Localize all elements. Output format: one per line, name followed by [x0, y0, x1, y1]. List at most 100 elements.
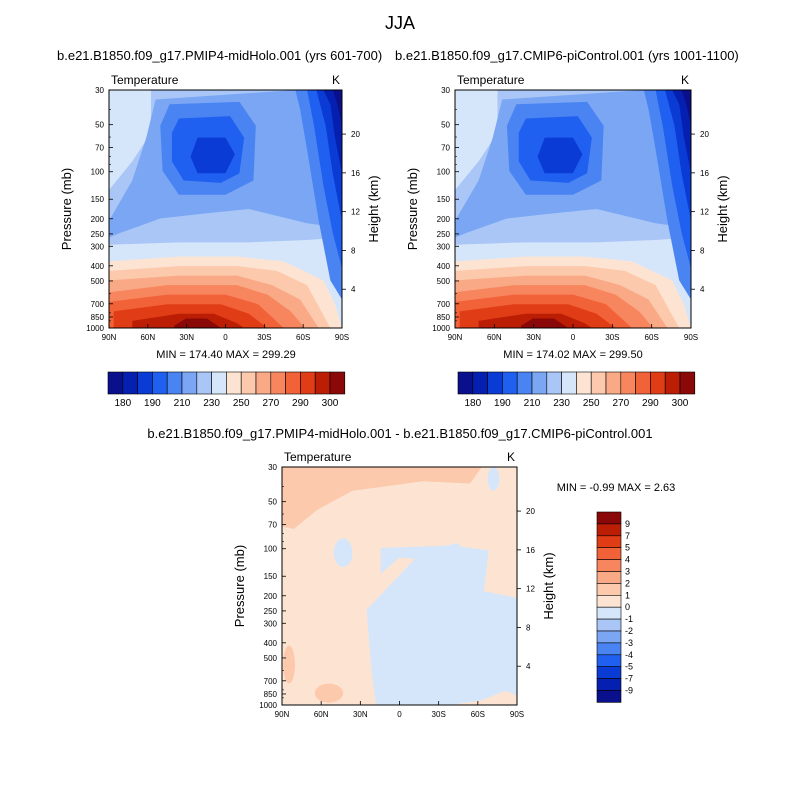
height-tick-label: 16: [351, 169, 360, 178]
y-tick-label: 250: [91, 230, 105, 239]
colorbar-swatch: [314, 371, 331, 395]
contour-band: [282, 467, 482, 529]
contour-band: [380, 545, 489, 591]
y-tick-label: 400: [264, 639, 278, 648]
contour-band: [314, 683, 344, 703]
y-tick-label: 1000: [86, 324, 104, 333]
variable-label: Temperature: [284, 450, 352, 464]
contour-band: [323, 90, 342, 174]
colorbar-swatch: [635, 371, 651, 395]
panel-1: 305070100150200250300400500700850100090N…: [59, 73, 381, 342]
y-tick-label: 30: [95, 86, 104, 95]
x-tick-label: 90S: [510, 710, 524, 719]
x-tick-label: 60N: [140, 333, 155, 342]
x-tick-label: 60N: [314, 710, 329, 719]
y-tick-label: 70: [441, 144, 450, 153]
colorbar-swatch: [596, 630, 622, 644]
colorbar-label: -4: [625, 650, 633, 660]
y-tick-label: 30: [268, 463, 277, 472]
contour-band: [333, 538, 353, 567]
x-tick-label: 90S: [335, 333, 349, 342]
y-tick-label: 50: [268, 498, 277, 507]
panel-3-stats: MIN = -0.99 MAX = 2.63: [557, 482, 676, 494]
colorbar-swatch: [137, 371, 153, 395]
colorbar-swatch: [181, 371, 198, 395]
height-tick-label: 4: [526, 662, 531, 671]
colorbar-swatch: [664, 371, 681, 395]
y-tick-label: 70: [268, 521, 277, 530]
y-tick-label: 500: [91, 277, 105, 286]
y-tick-label: 500: [437, 277, 451, 286]
colorbar-swatch: [285, 371, 301, 395]
colorbar-label: 290: [642, 398, 659, 409]
colorbar-swatch: [487, 371, 503, 395]
right-axis-label: Height (km): [366, 175, 381, 242]
colorbar-swatch: [240, 371, 257, 395]
y-tick-label: 70: [95, 144, 104, 153]
colorbar-label: 2: [625, 578, 630, 588]
y-tick-label: 300: [437, 242, 451, 251]
x-tick-label: 90N: [102, 333, 117, 342]
contour-band: [521, 318, 569, 328]
height-tick-label: 20: [700, 130, 709, 139]
colorbar-swatch: [596, 511, 622, 525]
colorbar-swatch: [329, 371, 346, 395]
x-tick-label: 30S: [432, 710, 446, 719]
colorbar-label: 5: [625, 543, 630, 553]
y-tick-label: 50: [95, 121, 104, 130]
y-tick-label: 150: [264, 572, 278, 581]
x-tick-label: 30N: [179, 333, 194, 342]
y-tick-label: 200: [91, 215, 105, 224]
colorbar-swatch: [270, 371, 286, 395]
colorbar-swatch: [255, 371, 272, 395]
y-tick-label: 250: [264, 607, 278, 616]
contour-field: [455, 90, 691, 328]
colorbar-swatch: [605, 371, 622, 395]
colorbar-swatch: [596, 583, 622, 596]
contour-band: [672, 90, 691, 174]
colorbar-swatch: [561, 371, 577, 395]
colorbar-swatch: [472, 371, 488, 395]
colorbar-label: 270: [262, 398, 279, 409]
colorbar-label: 180: [114, 398, 131, 409]
y-tick-label: 150: [437, 195, 451, 204]
y-tick-label: 250: [437, 230, 451, 239]
contour-band: [487, 467, 500, 491]
colorbar-swatch: [590, 371, 607, 395]
colorbar-swatch: [502, 371, 518, 395]
colorbar-label: 230: [553, 398, 570, 409]
contour-band: [283, 645, 295, 684]
figure-title: JJA: [384, 13, 415, 33]
contour-band: [681, 90, 691, 126]
x-tick-label: 0: [571, 333, 576, 342]
y-axis-label: Pressure (mb): [59, 168, 74, 250]
colorbar-swatch: [620, 371, 636, 395]
colorbar-swatch: [596, 559, 622, 572]
colorbar-2: 180 190 210 230 250 270 290 300: [457, 371, 696, 409]
contour-field: [109, 90, 342, 328]
height-tick-label: 12: [700, 208, 709, 217]
colorbar-swatch: [596, 666, 622, 679]
colorbar-swatch: [596, 606, 622, 620]
colorbar-label: 230: [203, 398, 220, 409]
x-tick-label: 90N: [448, 333, 463, 342]
colorbar-label: 190: [144, 398, 161, 409]
panel-1-stats: MIN = 174.40 MAX = 299.29: [156, 349, 295, 361]
panel-3: 305070100150200250300400500700850100090N…: [232, 450, 556, 719]
colorbar-swatch: [596, 523, 622, 537]
colorbar-swatch: [596, 618, 622, 632]
colorbar-swatch: [516, 371, 533, 395]
x-tick-label: 30N: [353, 710, 368, 719]
variable-label: Temperature: [111, 73, 179, 87]
y-tick-label: 700: [437, 300, 451, 309]
right-axis-label: Height (km): [541, 552, 556, 619]
x-tick-label: 60S: [645, 333, 659, 342]
colorbar-swatch: [152, 371, 168, 395]
colorbar-label: -9: [625, 686, 633, 696]
units-label: K: [507, 450, 515, 464]
panel-2-title: b.e21.B1850.f09_g17.CMIP6-piControl.001 …: [395, 48, 739, 63]
colorbar-swatch: [122, 371, 138, 395]
colorbar-label: 9: [625, 519, 630, 529]
y-tick-label: 100: [264, 545, 278, 554]
